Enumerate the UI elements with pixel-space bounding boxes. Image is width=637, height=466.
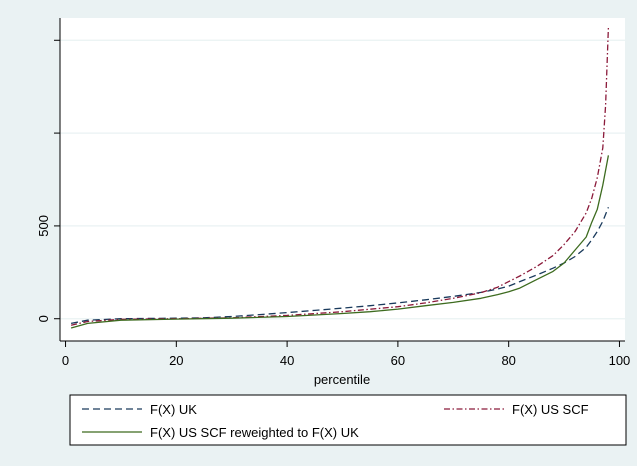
series-lines bbox=[70, 27, 610, 329]
series-line-us-reweighted bbox=[70, 155, 610, 329]
x-tick-label: 80 bbox=[501, 353, 515, 368]
legend-label-us-scf: F(X) US SCF bbox=[512, 402, 589, 417]
x-tick-label: 60 bbox=[391, 353, 405, 368]
series-line-uk bbox=[70, 207, 610, 325]
legend-label-uk: F(X) UK bbox=[150, 402, 197, 417]
x-tick-label: 100 bbox=[609, 353, 631, 368]
legend: F(X) UK F(X) US SCF F(X) US SCF reweight… bbox=[69, 394, 627, 446]
x-tick-label: 0 bbox=[62, 353, 69, 368]
y-tick-label: 500 bbox=[36, 215, 51, 237]
x-axis-label: percentile bbox=[314, 372, 370, 387]
x-tick-label: 20 bbox=[169, 353, 183, 368]
x-axis-ticks: 0 20 40 60 80 100 bbox=[62, 341, 630, 368]
legend-box bbox=[69, 394, 627, 446]
plot-area bbox=[60, 18, 625, 341]
x-tick-label: 40 bbox=[280, 353, 294, 368]
y-tick-label: 0 bbox=[36, 315, 51, 322]
legend-label-us-reweighted: F(X) US SCF reweighted to F(X) UK bbox=[150, 425, 359, 440]
y-axis-ticks: 0 500 bbox=[36, 39, 60, 322]
